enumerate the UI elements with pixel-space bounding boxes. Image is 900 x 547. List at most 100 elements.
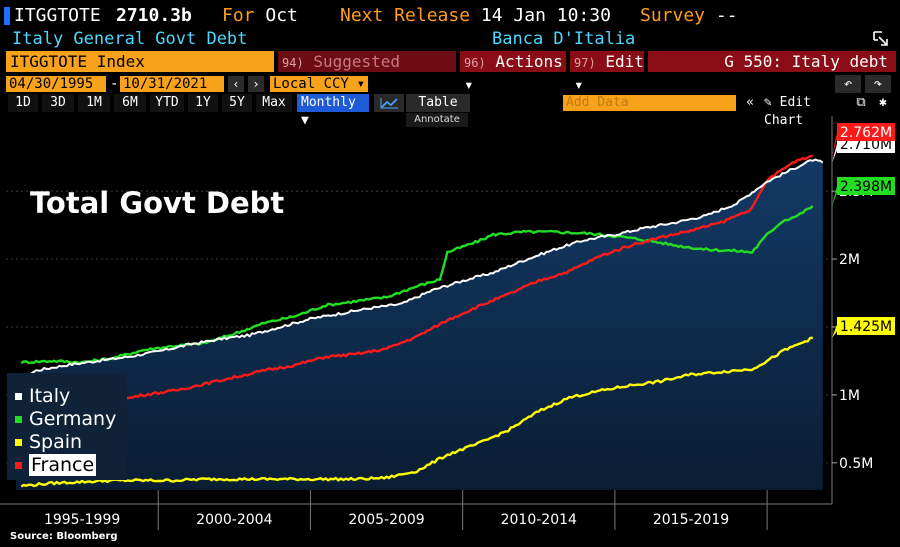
italy-area [16,159,823,490]
suggested-num: 94) [282,56,304,70]
redo-icon: ↷ [873,76,883,92]
series-lines [15,154,824,488]
y-axis: 0.5M1M1.5M2M2.5M [831,116,873,504]
period-6m[interactable]: 6M [114,94,146,112]
last-label-box [837,317,895,335]
last-label-pointer [832,322,838,338]
x-tick-label: 2005-2009 [348,512,424,528]
series-line-spain[interactable] [20,336,813,488]
line-chart-icon [380,98,398,109]
x-tick-label: 2015-2019 [653,512,729,528]
prev-range-button[interactable]: ‹ [228,76,244,92]
period-5y[interactable]: 5Y [222,94,252,112]
legend-swatch-france [15,462,22,469]
last-label-pointer [832,128,838,156]
y-tick-label: 0.5M [839,456,873,472]
frequency-select[interactable]: Monthly ▼ [297,94,369,128]
series-line-france[interactable] [21,154,813,418]
y-tick-label: 2M [839,252,860,268]
data-source: Banca D'Italia [492,29,636,49]
survey-value: -- [715,5,738,26]
edit-num: 97) [574,56,596,70]
legend-swatch-spain [15,439,22,446]
annotate-button[interactable]: Annotate [406,113,468,127]
edit-chart-button[interactable]: ✎ Edit Chart [764,94,850,128]
legend-label-germany: Germany [29,408,117,430]
security-header: ITGGTOTE 2710.3b For Oct Next Release 14… [0,4,900,28]
layout-icon: ⧉ [856,95,866,110]
redo-button[interactable]: ↷ [865,75,891,93]
last-label-text: 2.762M [840,125,892,141]
security-marker [4,7,10,25]
period-3d[interactable]: 3D [42,94,74,112]
function-label: G 550: Italy debt [648,51,896,72]
next-range-button[interactable]: › [248,76,264,92]
legend-swatch-germany [15,416,22,423]
series-line-italy[interactable] [15,158,824,382]
for-label: For [222,5,255,26]
double-chevron-left-icon: « [746,95,754,110]
annotate-label: Annotate [414,114,460,125]
collapse-button[interactable]: « [740,94,760,112]
period-1m[interactable]: 1M [78,94,110,112]
series-line-germany[interactable] [20,205,814,365]
chevron-right-icon: › [252,77,260,91]
table-button[interactable]: Table [406,94,470,112]
actions-menu[interactable]: 96) Actions ▾ [460,51,566,94]
pencil-icon: ✎ [764,95,772,110]
add-data-input[interactable]: Add Data [563,95,736,111]
last-label-france: 2.762M [832,123,895,156]
end-date-input[interactable]: 10/31/2021 [120,76,224,92]
legend-swatch-italy [15,393,22,400]
gear-icon: ✱ [879,95,887,110]
date-range-bar: 04/30/1995 - 10/31/2021 ‹ › Local CCY ▾ ↶… [0,74,900,94]
last-label-box [837,123,895,141]
x-axis-band [0,504,832,530]
last-label-box [837,177,895,195]
currency-value: Local CCY [273,76,349,92]
chart-overlay-title[interactable]: Total Govt Debt [30,186,285,220]
actions-label: Actions ▾ [464,52,563,94]
legend-label-spain: Spain [29,431,83,453]
undo-button[interactable]: ↶ [835,75,861,93]
survey-info: Survey -- [640,4,738,28]
period-info: For Oct [222,4,298,28]
x-axis: 1995-1999 2000-2004 2005-2009 2010-2014 2015… [0,490,832,530]
period-1d[interactable]: 1D [8,94,38,112]
start-date-input[interactable]: 04/30/1995 [6,76,106,92]
edit-menu[interactable]: 97) Edit ▾ [570,51,644,94]
next-release-info: Next Release 14 Jan 10:30 [340,4,611,28]
last-label-spain: 1.425M [832,317,895,338]
period-max[interactable]: Max [256,94,292,112]
x-tick-label: 1995-1999 [44,512,120,528]
last-label-germany: 2.398M [832,177,895,207]
last-label-pointer [832,182,838,207]
next-release-label: Next Release [340,5,471,26]
chart-toolbar: 1D 3D 1M 6M YTD 1Y 5Y Max Monthly ▼ Tabl… [0,94,900,128]
index-label[interactable]: ITGGTOTE Index [6,51,274,72]
legend-label-france: France [29,454,97,476]
source-note: Source: Bloomberg [10,531,118,542]
for-value: Oct [265,5,298,26]
security-name: Italy General Govt Debt [12,29,248,49]
legend[interactable]: Italy Germany Spain France [7,373,127,480]
period-1y[interactable]: 1Y [188,94,218,112]
edit-label: Edit ▾ [574,52,644,94]
currency-select[interactable]: Local CCY ▾ [270,76,368,92]
last-value: 2710.3b [116,5,192,26]
last-label-text: 1.425M [840,319,892,335]
x-tick-label: 2010-2014 [501,512,577,528]
y-tick-label: 1M [839,388,860,404]
chart-type-button[interactable] [374,94,404,112]
chevron-left-icon: ‹ [232,77,240,91]
survey-label: Survey [640,5,706,26]
security-subheader: Italy General Govt Debt Banca D'Italia [0,29,900,49]
settings-button[interactable]: ✱ [874,94,892,112]
legend-label-italy: Italy [29,385,71,407]
layout-button[interactable]: ⧉ [852,94,870,112]
period-ytd[interactable]: YTD [150,94,184,112]
ticker-symbol[interactable]: ITGGTOTE [14,5,101,26]
popout-icon[interactable] [872,30,890,48]
